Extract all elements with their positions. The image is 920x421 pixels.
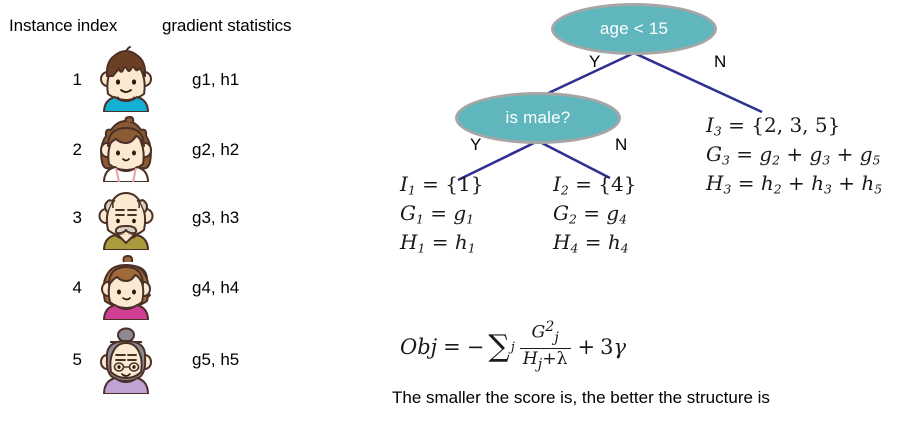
objective-tail-coefficient: 3 — [600, 334, 614, 359]
leaf-left-I: I1 = {1} — [400, 172, 484, 198]
boy-avatar-icon — [94, 46, 158, 112]
gradient-stats-3: g3, h3 — [192, 208, 240, 227]
objective-denominator: Hj+λ — [519, 347, 571, 373]
edge-label-male-no: N — [615, 135, 628, 154]
edge-label-root-yes: Y — [589, 52, 601, 71]
instance-index-1: 1 — [72, 70, 82, 89]
summation-icon: ∑ — [488, 328, 510, 364]
leaf-middle-I: I2 = {4} — [553, 172, 637, 198]
objective-minus: − — [466, 334, 485, 359]
leaf-middle-G: G2 = g4 — [553, 201, 628, 227]
gradient-stats-5: g5, h5 — [192, 350, 240, 369]
leaf-right-H-terms: h2 + h3 + h5 — [760, 171, 883, 197]
leaf-right-G-terms: g2 + g3 + g5 — [759, 142, 881, 168]
tree-node-age[interactable]: age < 15 — [551, 3, 717, 55]
objective-plus: + — [577, 334, 596, 359]
instance-index-4: 4 — [72, 278, 82, 297]
objective-gamma-symbol: γ — [613, 334, 627, 359]
objective-fraction: G2j Hj+λ — [519, 319, 571, 373]
edge-label-root-no: N — [714, 52, 727, 71]
column-header-gradient-statistics: gradient statistics — [162, 16, 292, 35]
leaf-right-I: I3 = {2, 3, 5} — [706, 113, 841, 139]
figure-caption: The smaller the score is, the better the… — [392, 388, 770, 407]
woman-avatar-icon — [94, 254, 158, 320]
objective-lhs: Obj — [400, 334, 438, 359]
leaf-block-right: I3 = {2, 3, 5} G3 = g2 + g3 + g5 H3 = h2… — [706, 111, 882, 198]
leaf-middle-H: H4 = h4 — [553, 230, 629, 256]
instance-index-5: 5 — [72, 350, 82, 369]
grandma-avatar-icon — [94, 326, 158, 394]
instance-index-3: 3 — [72, 208, 82, 227]
instance-index-2: 2 — [72, 140, 82, 159]
tree-node-is-male-label: is male? — [505, 108, 571, 127]
leaf-left-H: H1 = h1 — [400, 230, 476, 256]
leaf-right-G: G3 = g2 + g3 + g5 — [706, 142, 881, 168]
tree-node-age-label: age < 15 — [599, 19, 669, 38]
gradient-stats-1: g1, h1 — [192, 70, 240, 89]
leaf-block-middle: I2 = {4} G2 = g4 H4 = h4 — [553, 170, 636, 257]
leaf-block-left: I1 = {1} G1 = g1 H1 = h1 — [400, 170, 483, 257]
gradient-stats-2: g2, h2 — [192, 140, 240, 159]
girl-avatar-icon — [94, 116, 158, 182]
objective-sigma-index: j — [510, 339, 515, 355]
leaf-left-G: G1 = g1 — [400, 201, 475, 227]
edge-label-male-yes: Y — [470, 135, 482, 154]
edge-root-no — [633, 51, 763, 114]
edge-root-yes — [539, 51, 635, 99]
tree-node-is-male[interactable]: is male? — [455, 92, 621, 144]
column-header-instance-index: Instance index — [9, 16, 118, 35]
objective-equals: = — [443, 334, 461, 359]
grandpa-avatar-icon — [94, 184, 158, 250]
objective-numerator: G2j — [531, 319, 559, 347]
gradient-stats-4: g4, h4 — [192, 278, 240, 297]
leaf-right-H: H3 = h2 + h3 + h5 — [706, 171, 883, 197]
